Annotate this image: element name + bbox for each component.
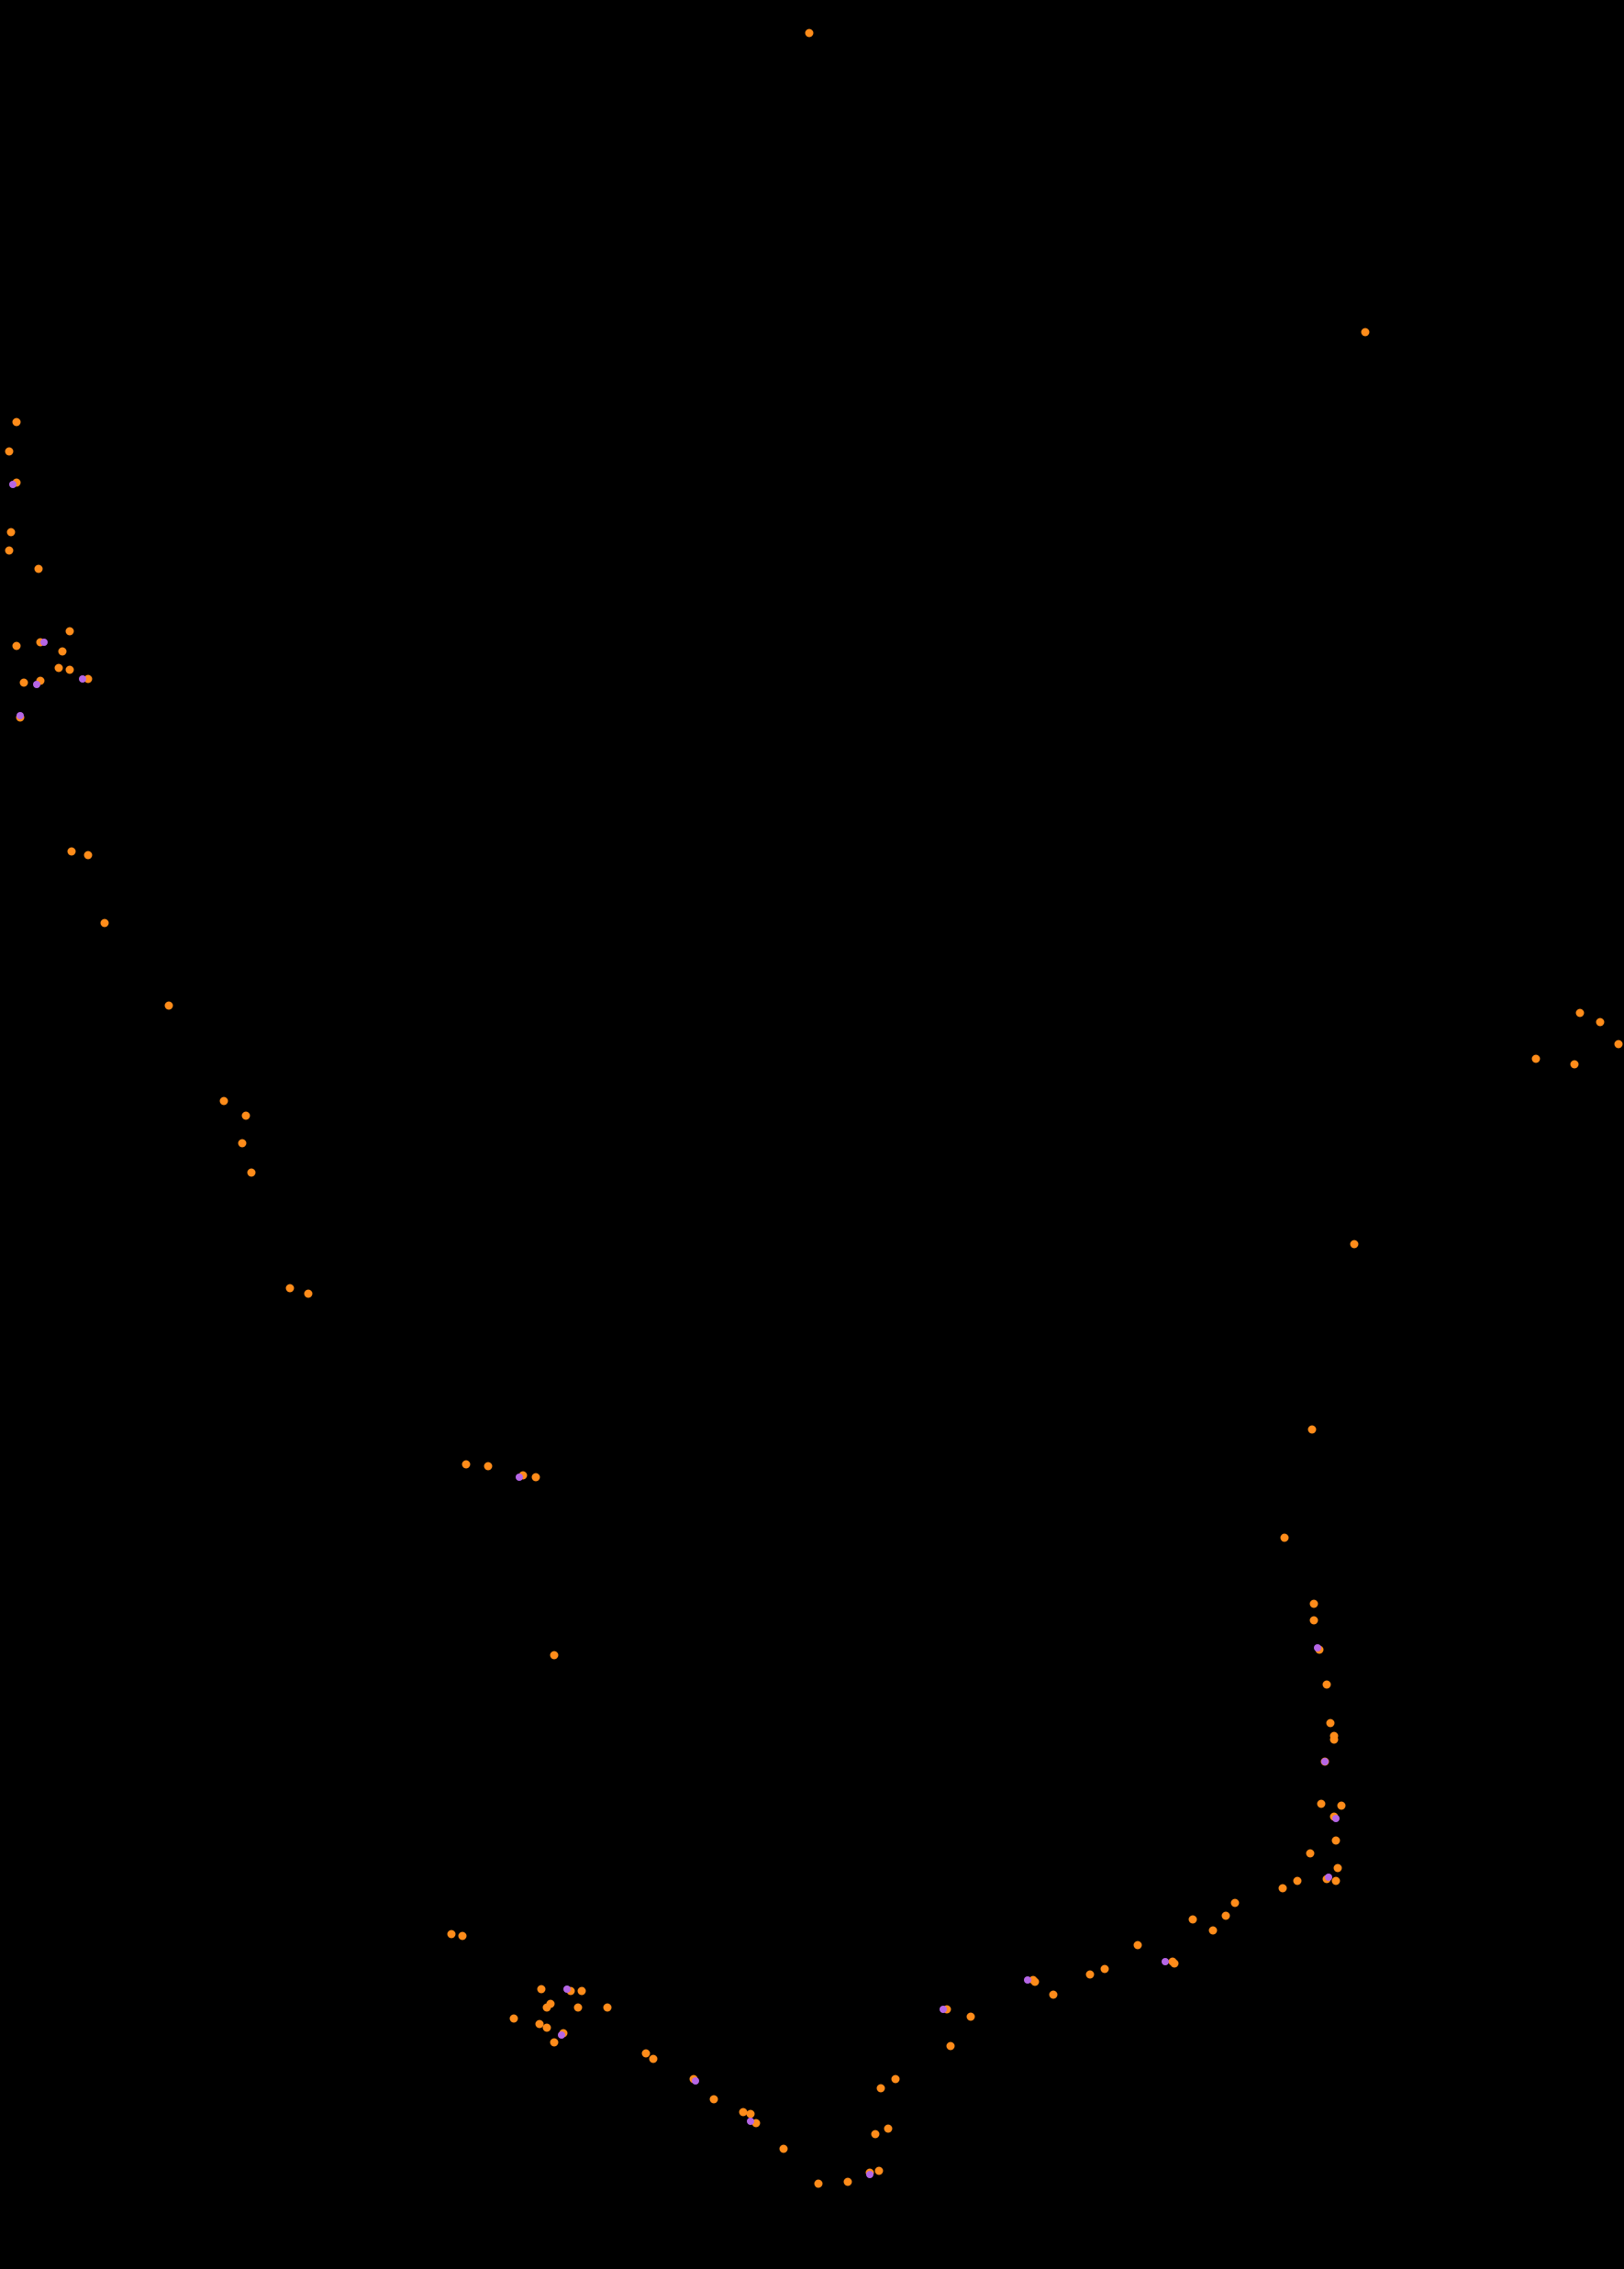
scatter-point — [1332, 1815, 1340, 1822]
scatter-point — [13, 642, 21, 651]
scatter-point — [9, 481, 17, 488]
scatter-point — [1321, 1758, 1329, 1765]
scatter-point — [1050, 1991, 1058, 1999]
scatter-point — [710, 2096, 718, 2104]
scatter-point — [1576, 1009, 1585, 1018]
scatter-point — [578, 1987, 586, 1996]
scatter-point — [532, 1474, 540, 1482]
scatter-point — [538, 1985, 546, 1994]
scatter-point — [543, 2004, 551, 2012]
scatter-point — [242, 1112, 250, 1120]
scatter-point — [543, 2024, 551, 2032]
scatter-point — [1332, 1877, 1340, 1885]
scatter-point — [1281, 1534, 1289, 1542]
scatter-point — [780, 2145, 788, 2153]
scatter-point — [20, 679, 28, 687]
scatter-point — [516, 1474, 523, 1481]
scatter-point — [165, 1002, 173, 1010]
scatter-point — [448, 1930, 456, 1939]
scatter-point — [1162, 1958, 1169, 1965]
scatter-point — [510, 2015, 518, 2023]
scatter-point — [1294, 1877, 1302, 1885]
scatter-point — [1279, 1885, 1287, 1893]
scatter-point — [1222, 1912, 1230, 1920]
scatter-point — [7, 528, 16, 537]
scatter-point — [1330, 1736, 1339, 1744]
scatter-point — [286, 1285, 295, 1293]
scatter-point — [66, 666, 74, 674]
scatter-point — [844, 2178, 852, 2186]
scatter-point — [866, 2171, 873, 2178]
scatter-point — [1209, 1927, 1218, 1935]
scatter-point — [55, 664, 63, 673]
scatter-point — [1024, 1976, 1031, 1984]
scatter-point — [459, 1932, 467, 1941]
scatter-point — [1332, 1837, 1340, 1845]
scatter-plot — [0, 0, 1624, 2269]
scatter-point — [884, 2125, 893, 2133]
scatter-point — [17, 712, 24, 719]
scatter-point — [305, 1290, 313, 1298]
scatter-point — [1571, 1061, 1579, 1069]
scatter-point — [1171, 1960, 1179, 1968]
scatter-point — [1327, 1719, 1335, 1728]
scatter-point — [1596, 1018, 1605, 1027]
scatter-point — [79, 675, 86, 683]
scatter-point — [1351, 1240, 1359, 1249]
scatter-point — [747, 2118, 754, 2125]
scatter-point — [1362, 328, 1370, 337]
scatter-point — [484, 1463, 493, 1471]
scatter-point — [574, 2004, 583, 2012]
scatter-point — [40, 639, 48, 646]
scatter-point — [815, 2180, 823, 2188]
scatter-point — [1031, 1978, 1040, 1986]
scatter-point — [101, 919, 109, 928]
scatter-point — [1189, 1916, 1197, 1924]
scatter-point — [1532, 1055, 1541, 1063]
scatter-point — [806, 29, 814, 38]
scatter-point — [1310, 1617, 1318, 1625]
scatter-point — [947, 2042, 955, 2051]
scatter-point — [650, 2055, 658, 2063]
scatter-point — [239, 1140, 247, 1148]
scatter-point — [558, 2031, 565, 2039]
scatter-point — [892, 2075, 900, 2084]
scatter-point — [1086, 1971, 1095, 1979]
scatter-point — [940, 2006, 947, 2013]
scatter-point — [1310, 1600, 1318, 1608]
scatter-point — [462, 1461, 471, 1469]
scatter-point — [872, 2130, 880, 2139]
scatter-point — [13, 418, 21, 427]
scatter-point — [604, 2004, 612, 2012]
scatter-point — [35, 565, 43, 573]
scatter-point — [68, 848, 76, 856]
scatter-point — [66, 628, 74, 636]
scatter-point — [1308, 1426, 1317, 1434]
scatter-point — [1318, 1800, 1326, 1808]
scatter-point — [563, 1985, 571, 1993]
scatter-point — [6, 448, 14, 456]
scatter-point — [84, 851, 93, 860]
scatter-point — [1338, 1802, 1346, 1810]
scatter-point — [59, 648, 67, 656]
scatter-point — [551, 1652, 559, 1660]
scatter-point — [1615, 1040, 1623, 1049]
scatter-point — [220, 1097, 228, 1106]
scatter-point — [877, 2085, 885, 2093]
scatter-point — [551, 2039, 559, 2047]
scatter-point — [248, 1169, 256, 1177]
scatter-point — [1323, 1681, 1331, 1689]
scatter-point — [6, 547, 14, 555]
scatter-point — [1325, 1874, 1332, 1881]
scatter-point — [875, 2167, 884, 2175]
scatter-point — [1307, 1850, 1315, 1858]
scatter-point — [967, 2013, 975, 2021]
scatter-point — [1231, 1899, 1240, 1908]
scatter-point — [692, 2077, 699, 2085]
scatter-point — [1314, 1644, 1321, 1652]
scatter-point — [1334, 1864, 1342, 1873]
scatter-point — [1134, 1941, 1142, 1950]
scatter-point — [33, 681, 40, 688]
scatter-point — [1101, 1965, 1109, 1974]
